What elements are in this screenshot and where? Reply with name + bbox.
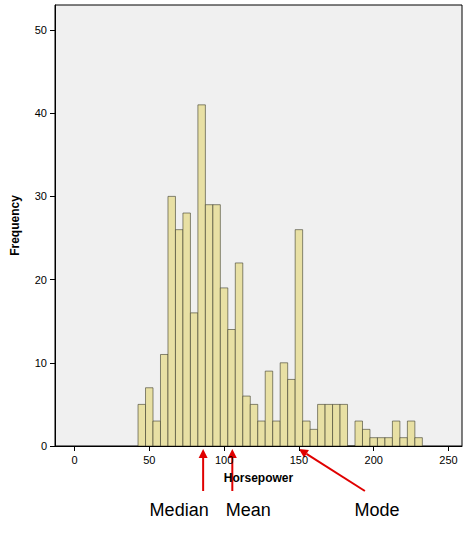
svg-text:0: 0 [41, 440, 47, 452]
svg-text:Mode: Mode [354, 500, 399, 520]
svg-text:50: 50 [35, 24, 47, 36]
svg-text:Median: Median [150, 500, 209, 520]
svg-text:200: 200 [365, 454, 383, 466]
svg-text:Frequency: Frequency [8, 195, 22, 256]
svg-text:20: 20 [35, 274, 47, 286]
svg-text:150: 150 [290, 454, 308, 466]
svg-text:10: 10 [35, 357, 47, 369]
svg-text:40: 40 [35, 107, 47, 119]
svg-text:Mean: Mean [226, 500, 271, 520]
svg-text:Horsepower: Horsepower [224, 471, 294, 485]
svg-text:50: 50 [143, 454, 155, 466]
svg-text:0: 0 [71, 454, 77, 466]
svg-text:30: 30 [35, 190, 47, 202]
svg-text:250: 250 [439, 454, 457, 466]
svg-text:100: 100 [215, 454, 233, 466]
